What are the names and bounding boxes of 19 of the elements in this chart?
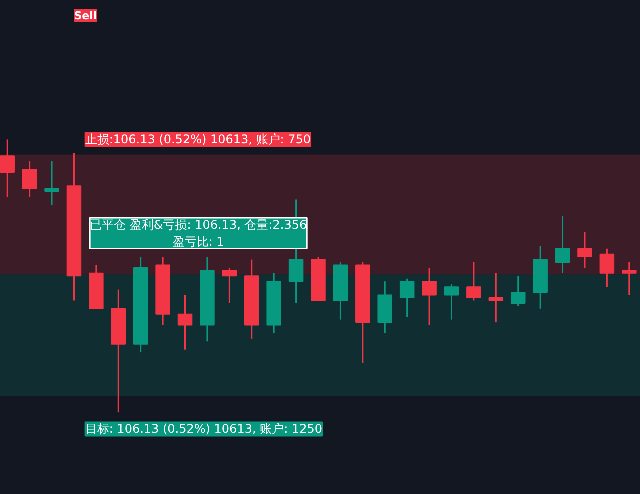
candlestick <box>578 232 592 269</box>
candlestick <box>488 272 504 324</box>
candlestick <box>422 267 437 326</box>
candlestick <box>555 215 570 274</box>
candlestick <box>600 248 615 288</box>
band-label: 目标: 106.13 (0.52%) 10613, 账户: 1250 <box>85 422 322 436</box>
annotation: 已平仓 盈利&亏损: 106.13, 仓量:2.356 盈亏比: 1 <box>90 218 308 249</box>
candlestick <box>0 138 15 198</box>
candlestick <box>622 262 637 296</box>
band-label: 止损:106.13 (0.52%) 10613, 账户: 750 <box>85 132 312 147</box>
candlestick <box>510 275 526 307</box>
candlestick <box>400 278 415 318</box>
candlestick <box>22 160 38 198</box>
candlestick <box>178 294 193 351</box>
candlestick <box>466 262 482 302</box>
candlestick <box>222 267 238 304</box>
candlestick <box>44 160 60 206</box>
candlestick <box>444 284 460 321</box>
text: Sell <box>74 10 98 22</box>
